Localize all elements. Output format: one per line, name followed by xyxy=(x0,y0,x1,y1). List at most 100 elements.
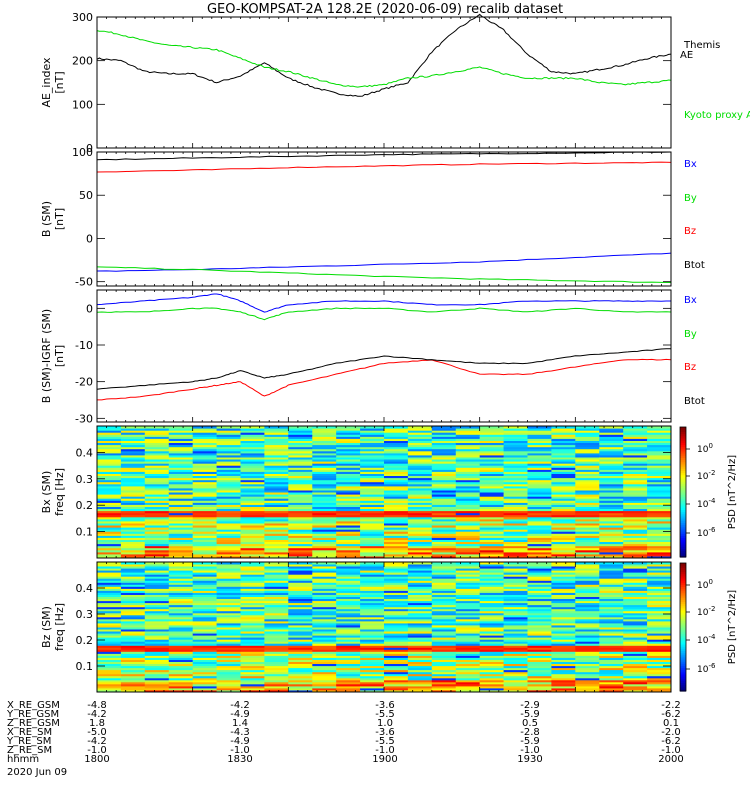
spectrogram-cell xyxy=(431,485,457,489)
spectrogram-cell xyxy=(336,525,361,528)
spectrogram-cell xyxy=(479,649,505,652)
spectrogram-cell xyxy=(264,551,289,555)
spectrogram-cell xyxy=(120,596,146,599)
spectrogram-cell xyxy=(144,522,170,526)
spectrogram-cell xyxy=(216,659,241,662)
spectrogram-cell xyxy=(144,545,170,549)
spectrogram-cell xyxy=(240,620,265,624)
spectrogram-cell xyxy=(360,584,385,587)
spectrogram-cell xyxy=(575,551,600,555)
spectrogram-cell xyxy=(120,456,146,460)
spectrogram-cell xyxy=(527,590,552,593)
spectrogram-cell xyxy=(168,588,194,591)
spectrogram-cell xyxy=(527,614,552,618)
spectrogram-cell xyxy=(575,541,600,545)
colorbar-tick-label: 10-4 xyxy=(697,633,716,646)
spectrogram-cell xyxy=(623,631,648,634)
spectrogram-cell xyxy=(575,685,600,689)
spectrogram-cell xyxy=(312,442,337,446)
spectrogram-cell xyxy=(97,551,122,555)
spectrogram-cell xyxy=(527,580,552,583)
orbit-row-label: Z_RE_SM xyxy=(7,745,52,756)
spectrogram-cell xyxy=(647,641,672,644)
spectrogram-cell xyxy=(623,522,648,526)
spectrogram-cell xyxy=(455,463,481,466)
spectrogram-cell xyxy=(575,450,600,454)
spectrogram-cell xyxy=(431,510,457,514)
spectrogram-cell xyxy=(336,522,361,526)
spectrogram-cell xyxy=(503,446,528,450)
spectrogram-cell xyxy=(288,434,313,437)
spectrogram-cell xyxy=(97,655,122,658)
spectrogram-cell xyxy=(240,675,265,679)
spectrogram-cell xyxy=(144,440,170,443)
spectrogram-cell xyxy=(431,498,457,501)
spectrogram-cell xyxy=(240,562,265,565)
spectrogram-cell xyxy=(623,483,648,487)
spectrogram-cell xyxy=(288,444,313,448)
spectrogram-cell xyxy=(455,679,481,683)
colorbar-step xyxy=(680,673,686,677)
colorbar-step xyxy=(680,661,686,664)
spectrogram-cell xyxy=(120,570,146,573)
spectrogram-cell xyxy=(264,685,289,689)
spectrogram-cell xyxy=(120,522,146,526)
spectrogram-cell xyxy=(551,661,576,664)
spectrogram-cell xyxy=(551,450,576,454)
spectrogram-cell xyxy=(97,463,122,466)
spectrogram-cell xyxy=(455,639,481,642)
spectrogram-cell xyxy=(575,461,600,464)
spectrogram-cell xyxy=(527,535,552,538)
spectrogram-cell xyxy=(431,651,457,654)
spectrogram-cell xyxy=(97,669,122,673)
spectrogram-cell xyxy=(599,438,624,441)
spectrogram-cell xyxy=(216,475,241,479)
spectrogram-cell xyxy=(479,596,505,599)
colorbar-step xyxy=(680,513,686,517)
spectrogram-cell xyxy=(144,527,170,530)
spectrogram-cell xyxy=(551,537,576,540)
colorbar-step xyxy=(680,544,686,547)
spectrogram-cell xyxy=(360,647,385,650)
spectrogram-cell xyxy=(240,665,265,669)
spectrogram-cell xyxy=(599,602,624,606)
spectrogram-cell xyxy=(551,432,576,435)
spectrogram-cell xyxy=(623,539,648,542)
spectrogram-cell xyxy=(97,543,122,547)
spectrogram-cell xyxy=(551,675,576,679)
spectrogram-cell xyxy=(551,683,576,687)
spectrogram-cell xyxy=(407,590,433,593)
spectrogram-cell xyxy=(192,608,218,612)
spectrogram-cell xyxy=(431,518,457,522)
spectrogram-cell xyxy=(431,483,457,487)
spectrogram-cell xyxy=(503,582,528,585)
spectrogram-cell xyxy=(360,663,385,667)
spectrogram-cell xyxy=(479,592,505,595)
spectrogram-cell xyxy=(455,527,481,530)
spectrogram-cell xyxy=(431,529,457,532)
spectrogram-cell xyxy=(623,512,648,516)
spectrogram-cell xyxy=(384,580,409,583)
orbit-value: -2.9 xyxy=(520,700,540,711)
orbit-value: 1830 xyxy=(227,754,252,765)
spectrogram-cell xyxy=(599,687,624,691)
spectrogram-cell xyxy=(599,681,624,685)
orbit-value: 0.1 xyxy=(663,718,679,729)
spectrogram-cell xyxy=(527,475,552,479)
spectrogram-cell xyxy=(312,551,337,555)
spectrogram-cell xyxy=(623,502,648,505)
spectrogram-cell xyxy=(192,653,218,656)
spectrogram-cell xyxy=(647,690,672,693)
spectrogram-cell xyxy=(623,485,648,489)
spectrogram-cell xyxy=(312,653,337,656)
spectrogram-5 xyxy=(97,562,672,693)
colorbar-step xyxy=(680,573,686,577)
spectrogram-cell xyxy=(623,564,648,567)
spectrogram-cell xyxy=(360,531,385,534)
spectrogram-cell xyxy=(551,665,576,669)
spectrogram-cell xyxy=(455,452,481,456)
spectrogram-cell xyxy=(192,436,218,439)
spectrogram-cell xyxy=(216,454,241,458)
spectrogram-cell xyxy=(431,500,457,503)
spectrogram-cell xyxy=(407,661,433,664)
